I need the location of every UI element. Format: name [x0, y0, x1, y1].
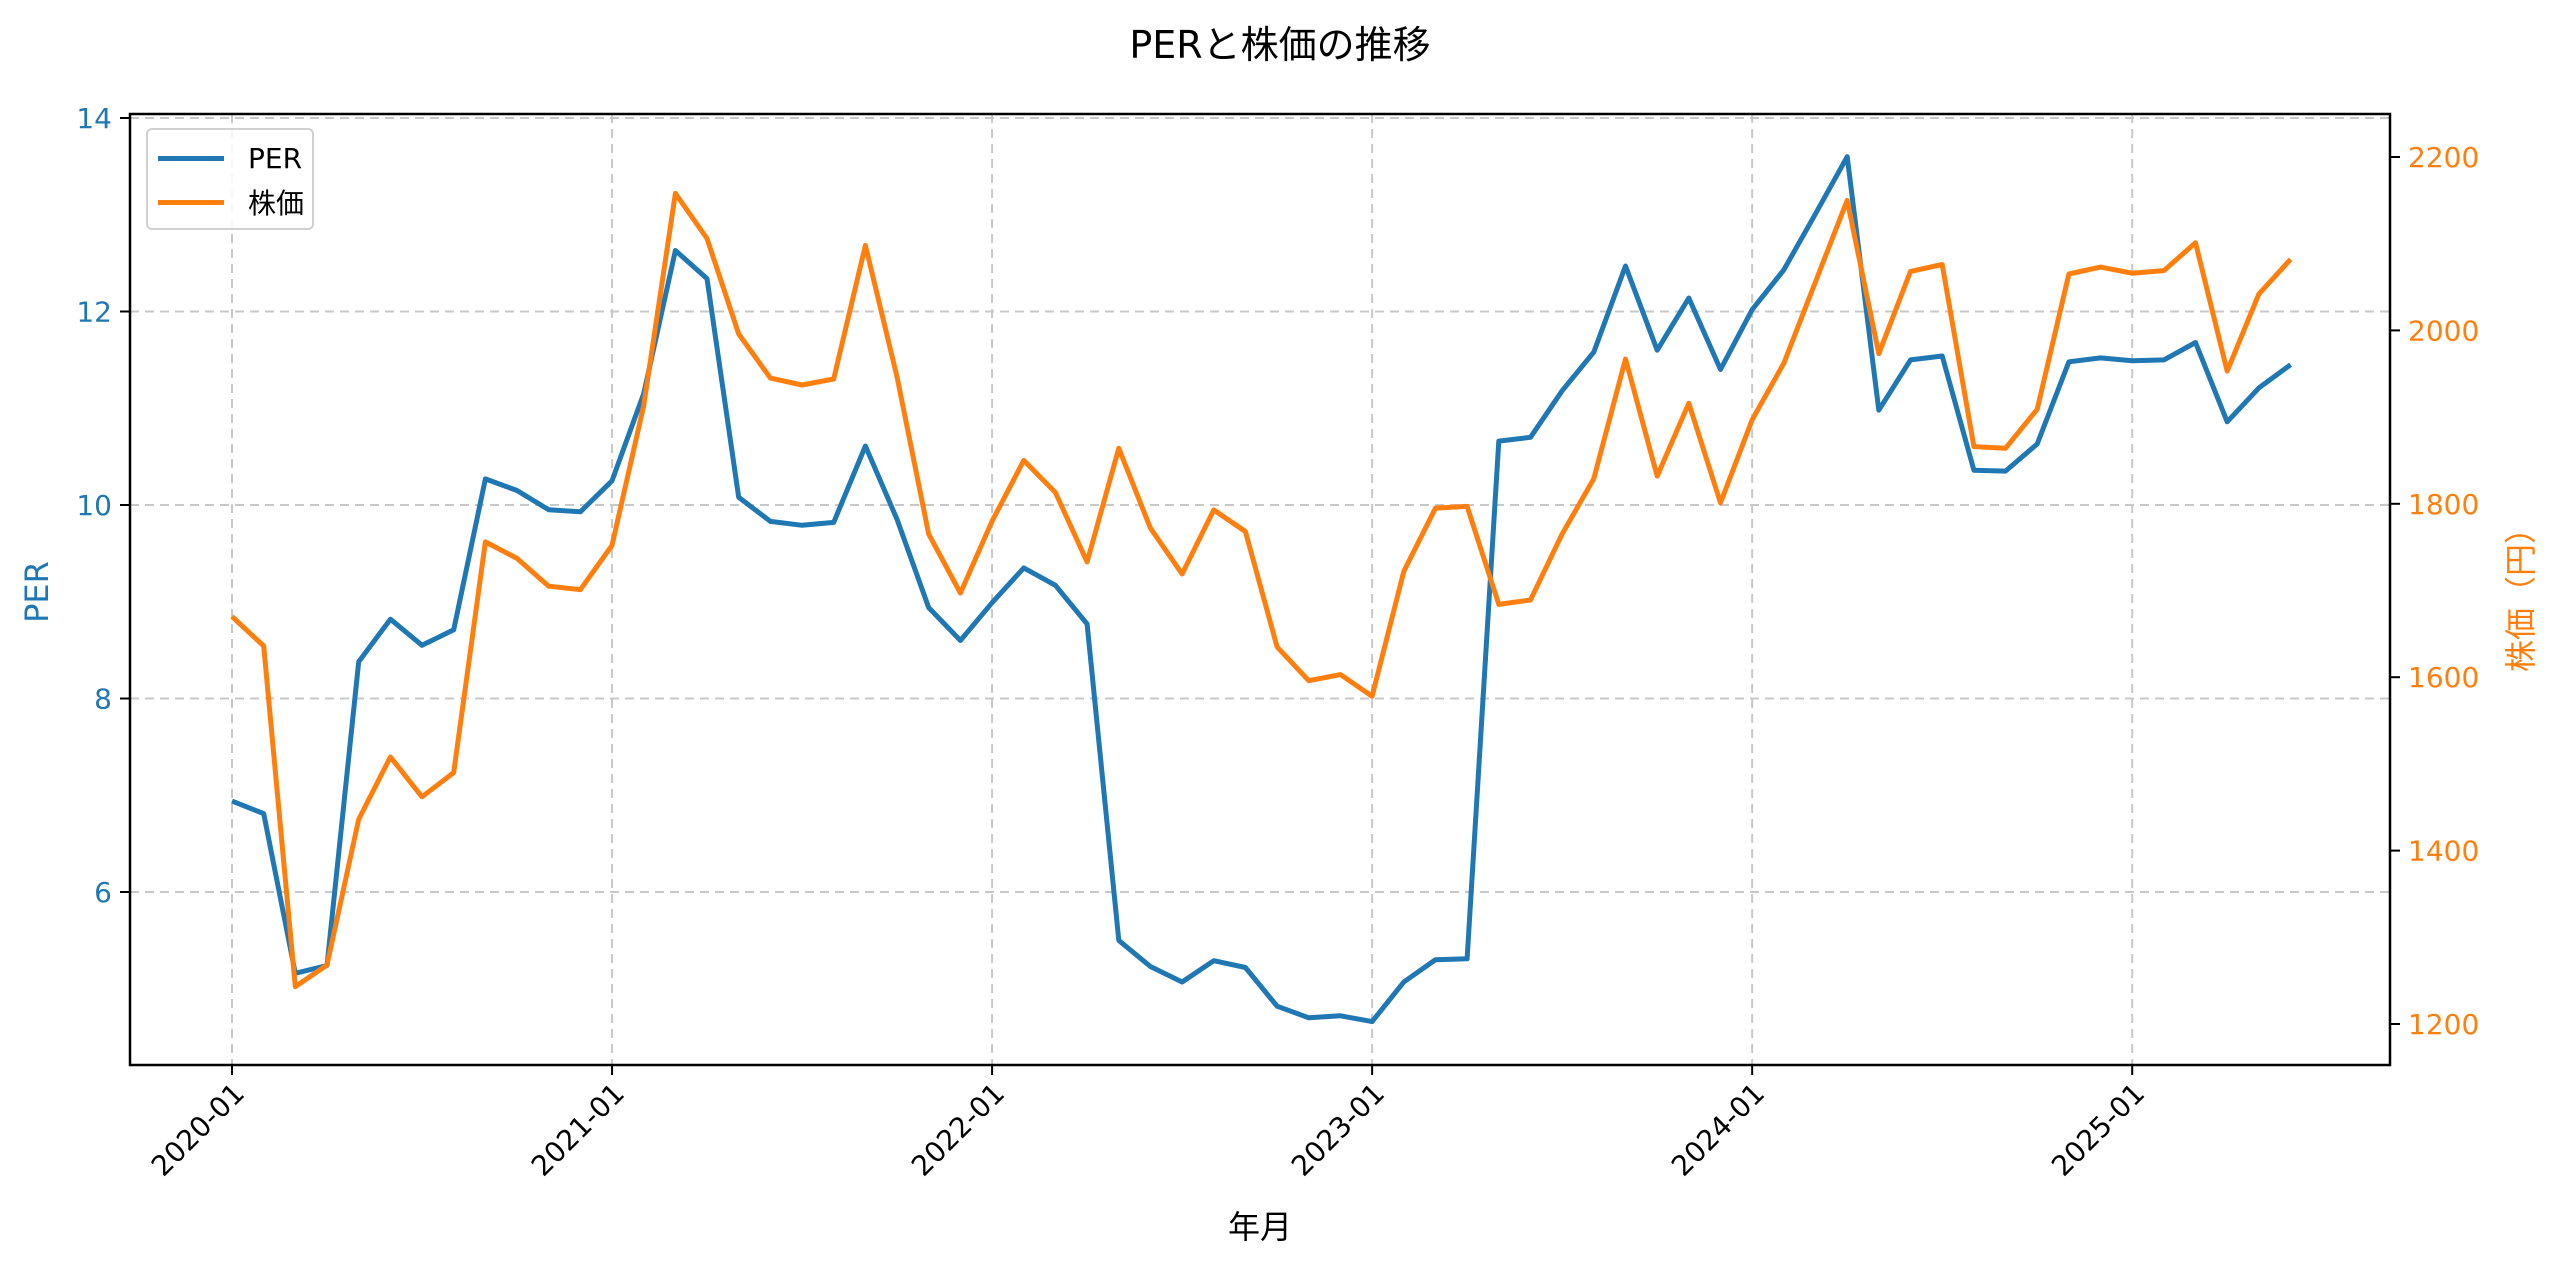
- y-tick-label-right: 1400: [2408, 835, 2479, 868]
- x-tick-label: 2023-01: [1285, 1077, 1391, 1183]
- legend-swatch-per: [158, 155, 224, 161]
- y-tick-label-left: 6: [94, 876, 112, 909]
- legend: PER 株価: [146, 128, 314, 230]
- plot-area-frame: [128, 112, 2392, 1067]
- y-tick-label-right: 2200: [2408, 141, 2479, 174]
- y-tick-label-right: 1600: [2408, 661, 2479, 694]
- y-tick-label-right: 1200: [2408, 1008, 2479, 1041]
- price-line: [230, 190, 2293, 990]
- y-axis-left-label: PER: [18, 561, 56, 623]
- y-axis-right-label: 株価（円）: [2502, 512, 2540, 672]
- chart-title: PERと株価の推移: [1129, 23, 1431, 67]
- x-tick-label: 2021-01: [525, 1077, 631, 1183]
- x-tick-label: 2024-01: [1665, 1077, 1771, 1183]
- legend-label-price: 株価: [248, 187, 305, 220]
- data-lines: [230, 154, 2293, 1025]
- legend-swatch-price: [158, 199, 224, 205]
- y-tick-label-right: 1800: [2408, 488, 2479, 521]
- x-tick-label: 2025-01: [2045, 1077, 2151, 1183]
- y-tick-label-left: 14: [76, 102, 112, 135]
- grid-lines: [130, 114, 2390, 1065]
- y-tick-label-left: 10: [76, 489, 112, 522]
- y-tick-label-right: 2000: [2408, 314, 2479, 347]
- legend-label-per: PER: [248, 141, 303, 175]
- legend-item-price: 株価: [158, 182, 304, 222]
- x-tick-label: 2022-01: [905, 1077, 1011, 1183]
- per-line: [231, 154, 2293, 1025]
- legend-item-per: PER: [158, 138, 302, 178]
- y-tick-label-left: 12: [76, 296, 112, 329]
- x-tick-label: 2020-01: [145, 1077, 251, 1183]
- y-tick-label-left: 8: [94, 683, 112, 716]
- x-axis-label: 年月: [1228, 1208, 1292, 1246]
